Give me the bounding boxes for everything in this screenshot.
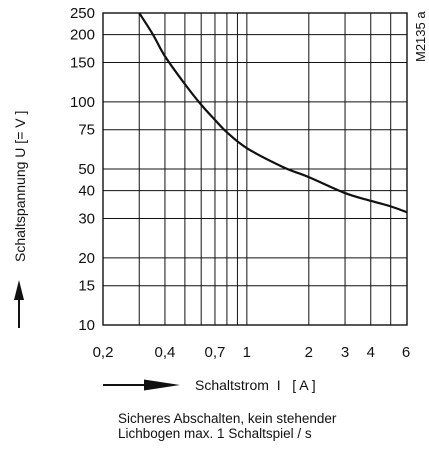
- y-tick-label: 30: [78, 211, 95, 228]
- x-tick-labels: 0,2 0,4 0,7 1 2 3 4 6: [93, 344, 411, 361]
- note-line-1: Sicheres Abschalten, kein stehender: [118, 411, 337, 426]
- series-line: [138, 12, 408, 214]
- x-tick-label: 3: [341, 344, 349, 361]
- figure-id: M2135 a: [413, 11, 428, 62]
- y-tick-label: 15: [78, 278, 95, 295]
- note-line-2: Lichbogen max. 1 Schaltspiel / s: [118, 426, 312, 441]
- x-axis-label: Schaltstrom I [ A ]: [195, 377, 316, 393]
- y-tick-label: 10: [78, 317, 95, 334]
- y-tick-label: 150: [70, 55, 95, 72]
- y-tick-label: 20: [78, 250, 95, 267]
- y-tick-labels: 10 15 20 30 40 50 75 100 150 200 250: [70, 5, 95, 334]
- grid-lines: [103, 12, 408, 326]
- y-tick-label: 250: [70, 5, 95, 22]
- x-tick-label: 0,4: [155, 344, 176, 361]
- x-tick-label: 6: [402, 344, 410, 361]
- y-axis-arrow: [14, 280, 24, 328]
- y-tick-label: 200: [70, 27, 95, 44]
- y-tick-label: 100: [70, 94, 95, 111]
- y-tick-label: 75: [78, 122, 95, 139]
- y-tick-label: 50: [78, 161, 95, 178]
- x-tick-label: 0,2: [93, 344, 114, 361]
- x-tick-label: 2: [305, 344, 313, 361]
- x-tick-label: 4: [367, 344, 375, 361]
- y-tick-label: 40: [78, 183, 95, 200]
- y-axis-label: Schaltspannung U [= V ]: [12, 111, 28, 262]
- x-tick-label: 1: [243, 344, 251, 361]
- plot-frame: [102, 12, 408, 326]
- x-axis-arrow: [103, 379, 180, 391]
- x-tick-label: 0,7: [205, 344, 226, 361]
